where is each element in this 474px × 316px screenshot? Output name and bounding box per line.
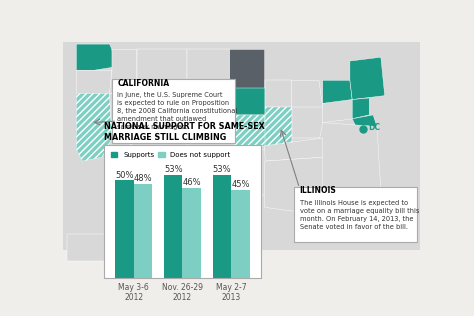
Polygon shape [130, 138, 187, 173]
Polygon shape [230, 115, 267, 149]
Polygon shape [264, 157, 323, 215]
Polygon shape [187, 130, 237, 154]
Polygon shape [67, 234, 106, 261]
Polygon shape [292, 80, 323, 107]
Bar [164, 175, 182, 278]
Polygon shape [137, 50, 187, 80]
Text: 50%: 50% [115, 171, 134, 179]
Polygon shape [352, 98, 369, 119]
Polygon shape [113, 242, 137, 257]
Text: 53%: 53% [164, 165, 182, 174]
Polygon shape [137, 111, 187, 138]
Polygon shape [264, 138, 323, 161]
Text: In June, the U.S. Supreme Court
is expected to rule on Proposition
8, the 2008 C: In June, the U.S. Supreme Court is expec… [118, 92, 237, 130]
Polygon shape [187, 50, 230, 80]
Bar [213, 175, 231, 278]
Polygon shape [264, 80, 292, 107]
FancyBboxPatch shape [112, 79, 235, 143]
Polygon shape [76, 44, 113, 70]
Text: 46%: 46% [182, 178, 201, 187]
Polygon shape [264, 107, 292, 146]
Polygon shape [130, 111, 137, 146]
Polygon shape [230, 50, 264, 96]
Polygon shape [187, 80, 230, 111]
Text: ILLINOIS: ILLINOIS [300, 186, 336, 196]
Text: NATIONAL SUPPORT FOR SAME-SEX
MARRIAGE STILL CLIMBING: NATIONAL SUPPORT FOR SAME-SEX MARRIAGE S… [104, 122, 265, 142]
Polygon shape [109, 50, 137, 93]
Text: CALIFORNIA: CALIFORNIA [118, 79, 170, 88]
Polygon shape [323, 100, 354, 123]
Polygon shape [137, 80, 187, 111]
Polygon shape [76, 93, 112, 161]
Polygon shape [350, 57, 385, 100]
Bar [63, 42, 419, 250]
Polygon shape [315, 123, 381, 223]
Polygon shape [187, 149, 267, 223]
Text: The Illinois House is expected to
vote on a marriage equality bill this
month. O: The Illinois House is expected to vote o… [300, 200, 419, 230]
Bar [134, 185, 152, 278]
Legend: Supports, Does not support: Supports, Does not support [108, 149, 233, 161]
Polygon shape [109, 93, 130, 138]
Polygon shape [292, 107, 323, 138]
Polygon shape [323, 80, 352, 107]
Text: 53%: 53% [213, 165, 231, 174]
Text: DC: DC [368, 123, 381, 132]
Polygon shape [230, 88, 264, 115]
FancyBboxPatch shape [294, 186, 417, 242]
Text: 45%: 45% [231, 180, 250, 189]
Bar [182, 188, 201, 278]
Text: 48%: 48% [134, 174, 152, 183]
Polygon shape [352, 115, 377, 130]
Polygon shape [187, 111, 237, 130]
Bar [231, 190, 250, 278]
Bar [115, 180, 134, 278]
Polygon shape [76, 70, 112, 93]
